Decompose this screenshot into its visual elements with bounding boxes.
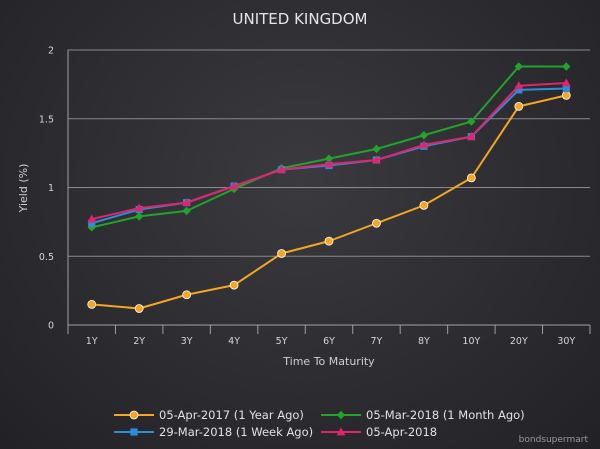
x-tick-label: 5Y [276, 336, 288, 347]
data-point [324, 154, 334, 163]
x-tick-label: 20Y [510, 336, 528, 347]
data-point [561, 90, 571, 100]
data-point [87, 299, 97, 309]
y-tick-label: 0 [48, 321, 54, 332]
data-point [419, 140, 429, 149]
series-line [91, 65, 567, 229]
series-1 [87, 90, 571, 313]
data-point [466, 173, 476, 183]
series-line [91, 94, 567, 310]
legend-marker [130, 428, 138, 436]
y-tick-label: 0.5 [39, 252, 54, 263]
x-tick-label: 30Y [557, 336, 575, 347]
data-point [229, 181, 239, 190]
data-point [324, 236, 334, 246]
x-axis-label: Time To Maturity [282, 355, 375, 368]
data-point [182, 290, 192, 300]
series-line [91, 82, 567, 221]
x-axis-ticks: 1Y 2Y 3Y 4Y 5Y 6Y 7Y 8Y 10Y 20Y 30Y [67, 325, 591, 347]
data-point [87, 223, 96, 232]
chart-title: UNITED KINGDOM [233, 10, 368, 28]
data-point [372, 144, 381, 154]
data-point [182, 198, 192, 207]
data-point [324, 159, 334, 168]
y-tick-label: 2 [48, 46, 54, 57]
legend-label: 29-Mar-2018 (1 Week Ago) [159, 425, 313, 439]
data-point [372, 155, 381, 164]
x-tick-label: 2Y [133, 336, 145, 347]
series-layer [87, 62, 571, 313]
data-point [88, 219, 96, 227]
data-point [466, 132, 476, 141]
legend-item[interactable]: 05-Apr-2018 [321, 425, 437, 439]
x-tick-label: 10Y [462, 336, 480, 347]
x-tick-label: 3Y [181, 336, 193, 347]
y-tick-label: 1.5 [39, 114, 54, 125]
y-axis-label: Yield (%) [17, 164, 30, 214]
data-point [561, 78, 571, 87]
x-tick-label: 8Y [418, 336, 430, 347]
legend-item[interactable]: 05-Mar-2018 (1 Month Ago) [321, 408, 525, 422]
legend-marker [336, 427, 346, 436]
data-point [419, 200, 429, 210]
series-2 [87, 62, 571, 232]
data-point [372, 218, 381, 228]
data-point [562, 84, 570, 93]
data-point [277, 249, 286, 258]
data-point [277, 165, 286, 174]
data-point [419, 131, 429, 140]
series-4 [87, 78, 571, 223]
legend-label: 05-Apr-2017 (1 Year Ago) [159, 408, 304, 422]
legend-marker [336, 410, 346, 420]
legend-marker [129, 410, 139, 420]
data-point [514, 81, 524, 90]
data-point [467, 117, 476, 126]
x-tick-label: 7Y [371, 336, 383, 347]
data-point [514, 62, 524, 71]
y-axis-ticks: 0 0.5 1 1.5 2 [39, 46, 54, 332]
x-tick-label: 4Y [228, 336, 240, 347]
data-point [134, 212, 144, 221]
data-point [182, 206, 191, 216]
x-tick-label: 6Y [323, 336, 335, 347]
credit-text: bondsupermart [519, 435, 589, 445]
gridlines [67, 49, 590, 326]
data-point [229, 280, 239, 290]
data-point [87, 214, 97, 223]
x-tick-label: 1Y [86, 336, 98, 347]
data-point [134, 203, 144, 212]
data-point [134, 304, 144, 313]
legend-item[interactable]: 05-Apr-2017 (1 Year Ago) [114, 408, 304, 422]
legend-label: 05-Mar-2018 (1 Month Ago) [366, 408, 525, 422]
legend: 05-Apr-2017 (1 Year Ago) 05-Mar-2018 (1 M… [114, 408, 525, 439]
data-point [562, 62, 571, 71]
data-point [514, 101, 524, 111]
data-point [515, 86, 523, 94]
legend-item[interactable]: 29-Mar-2018 (1 Week Ago) [114, 425, 313, 439]
y-tick-label: 1 [48, 183, 54, 194]
legend-label: 05-Apr-2018 [366, 425, 437, 439]
